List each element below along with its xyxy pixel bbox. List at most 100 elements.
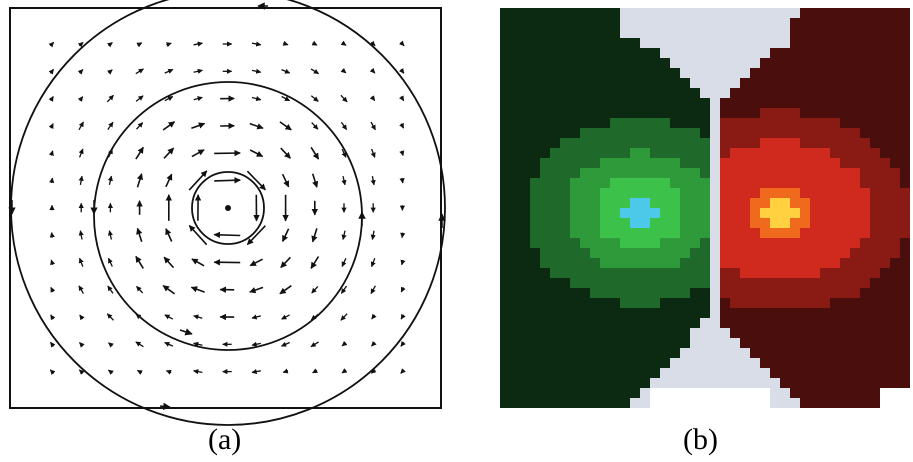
heatmap-cell xyxy=(700,268,710,278)
heatmap-cell xyxy=(540,88,550,98)
heatmap-cell xyxy=(640,68,650,78)
heatmap-cell xyxy=(520,138,530,148)
heatmap-cell xyxy=(800,8,810,18)
heatmap-cell xyxy=(830,248,840,258)
heatmap-cell xyxy=(670,68,680,78)
heatmap-cell xyxy=(520,378,530,388)
heatmap-cell xyxy=(670,78,680,88)
heatmap-cell xyxy=(670,178,680,188)
heatmap-cell xyxy=(580,28,590,38)
vector-arrow xyxy=(340,313,348,321)
heatmap-cell xyxy=(610,378,620,388)
heatmap-cell xyxy=(860,108,870,118)
heatmap-cell xyxy=(650,398,660,408)
heatmap-cell xyxy=(620,398,630,408)
heatmap-cell xyxy=(690,78,700,88)
vector-arrow xyxy=(370,285,376,295)
heatmap-cell xyxy=(710,318,720,328)
heatmap-cell xyxy=(800,298,810,308)
heatmap-cell xyxy=(820,338,830,348)
heatmap-cell xyxy=(550,348,560,358)
heatmap-cell xyxy=(900,88,910,98)
vector-arrow xyxy=(191,258,205,267)
heatmap-cell xyxy=(580,118,590,128)
heatmap-cell xyxy=(870,78,880,88)
heatmap-cell xyxy=(850,238,860,248)
heatmap-cell xyxy=(720,258,730,268)
heatmap-cell xyxy=(900,158,910,168)
heatmap-cell xyxy=(780,278,790,288)
heatmap-cell xyxy=(760,358,770,368)
vector-arrow xyxy=(107,369,114,375)
heatmap-cell xyxy=(530,28,540,38)
heatmap-cell xyxy=(800,228,810,238)
heatmap-cell xyxy=(690,28,700,38)
heatmap-cell xyxy=(770,208,780,218)
heatmap-cell xyxy=(630,268,640,278)
heatmap-cell xyxy=(790,168,800,178)
heatmap-cell xyxy=(570,18,580,28)
heatmap-cell xyxy=(750,138,760,148)
heatmap-cell xyxy=(750,58,760,68)
heatmap-cell xyxy=(680,88,690,98)
heatmap-cell xyxy=(680,148,690,158)
heatmap-cell xyxy=(820,78,830,88)
heatmap-cell xyxy=(590,318,600,328)
heatmap-cell xyxy=(570,298,580,308)
heatmap-cell xyxy=(500,158,510,168)
heatmap-cell xyxy=(510,288,520,298)
heatmap-cell xyxy=(880,238,890,248)
heatmap-cell xyxy=(790,278,800,288)
heatmap-cell xyxy=(560,338,570,348)
heatmap-cell xyxy=(780,308,790,318)
heatmap-cell xyxy=(620,298,630,308)
heatmap-cell xyxy=(750,268,760,278)
heatmap-cell xyxy=(710,378,720,388)
heatmap-cell xyxy=(790,8,800,18)
heatmap-cell xyxy=(740,208,750,218)
vector-arrow xyxy=(48,123,54,129)
heatmap-cell xyxy=(520,388,530,398)
heatmap-cell xyxy=(860,328,870,338)
heatmap-cell xyxy=(740,148,750,158)
heatmap-cell xyxy=(810,328,820,338)
heatmap-cell xyxy=(760,28,770,38)
heatmap-cell xyxy=(560,198,570,208)
heatmap-cell xyxy=(790,88,800,98)
heatmap-cell xyxy=(860,208,870,218)
heatmap-cell xyxy=(830,138,840,148)
heatmap-cell xyxy=(870,48,880,58)
heatmap-cell xyxy=(870,88,880,98)
heatmap-cell xyxy=(610,18,620,28)
heatmap-cell xyxy=(510,8,520,18)
heatmap-cell xyxy=(690,18,700,28)
heatmap-cell xyxy=(630,368,640,378)
heatmap-cell xyxy=(560,38,570,48)
heatmap-cell xyxy=(650,78,660,88)
heatmap-cell xyxy=(700,368,710,378)
heatmap-cell xyxy=(600,108,610,118)
heatmap-cell xyxy=(730,88,740,98)
vector-arrow xyxy=(163,147,175,159)
heatmap-cell xyxy=(840,128,850,138)
heatmap-cell xyxy=(840,78,850,88)
heatmap-cell xyxy=(620,178,630,188)
heatmap-cell xyxy=(670,288,680,298)
heatmap-cell xyxy=(830,48,840,58)
heatmap-cell xyxy=(600,28,610,38)
heatmap-cell xyxy=(850,88,860,98)
heatmap-cell xyxy=(890,158,900,168)
heatmap-cell xyxy=(680,258,690,268)
heatmap-cell xyxy=(550,238,560,248)
heatmap-cell xyxy=(870,118,880,128)
heatmap-cell xyxy=(820,308,830,318)
heatmap-cell xyxy=(690,358,700,368)
heatmap-cell xyxy=(820,398,830,408)
heatmap-cell xyxy=(660,168,670,178)
heatmap-cell xyxy=(820,48,830,58)
heatmap-cell xyxy=(570,48,580,58)
heatmap-cell xyxy=(790,318,800,328)
heatmap-cell xyxy=(880,258,890,268)
heatmap-cell xyxy=(860,168,870,178)
heatmap-cell xyxy=(780,228,790,238)
